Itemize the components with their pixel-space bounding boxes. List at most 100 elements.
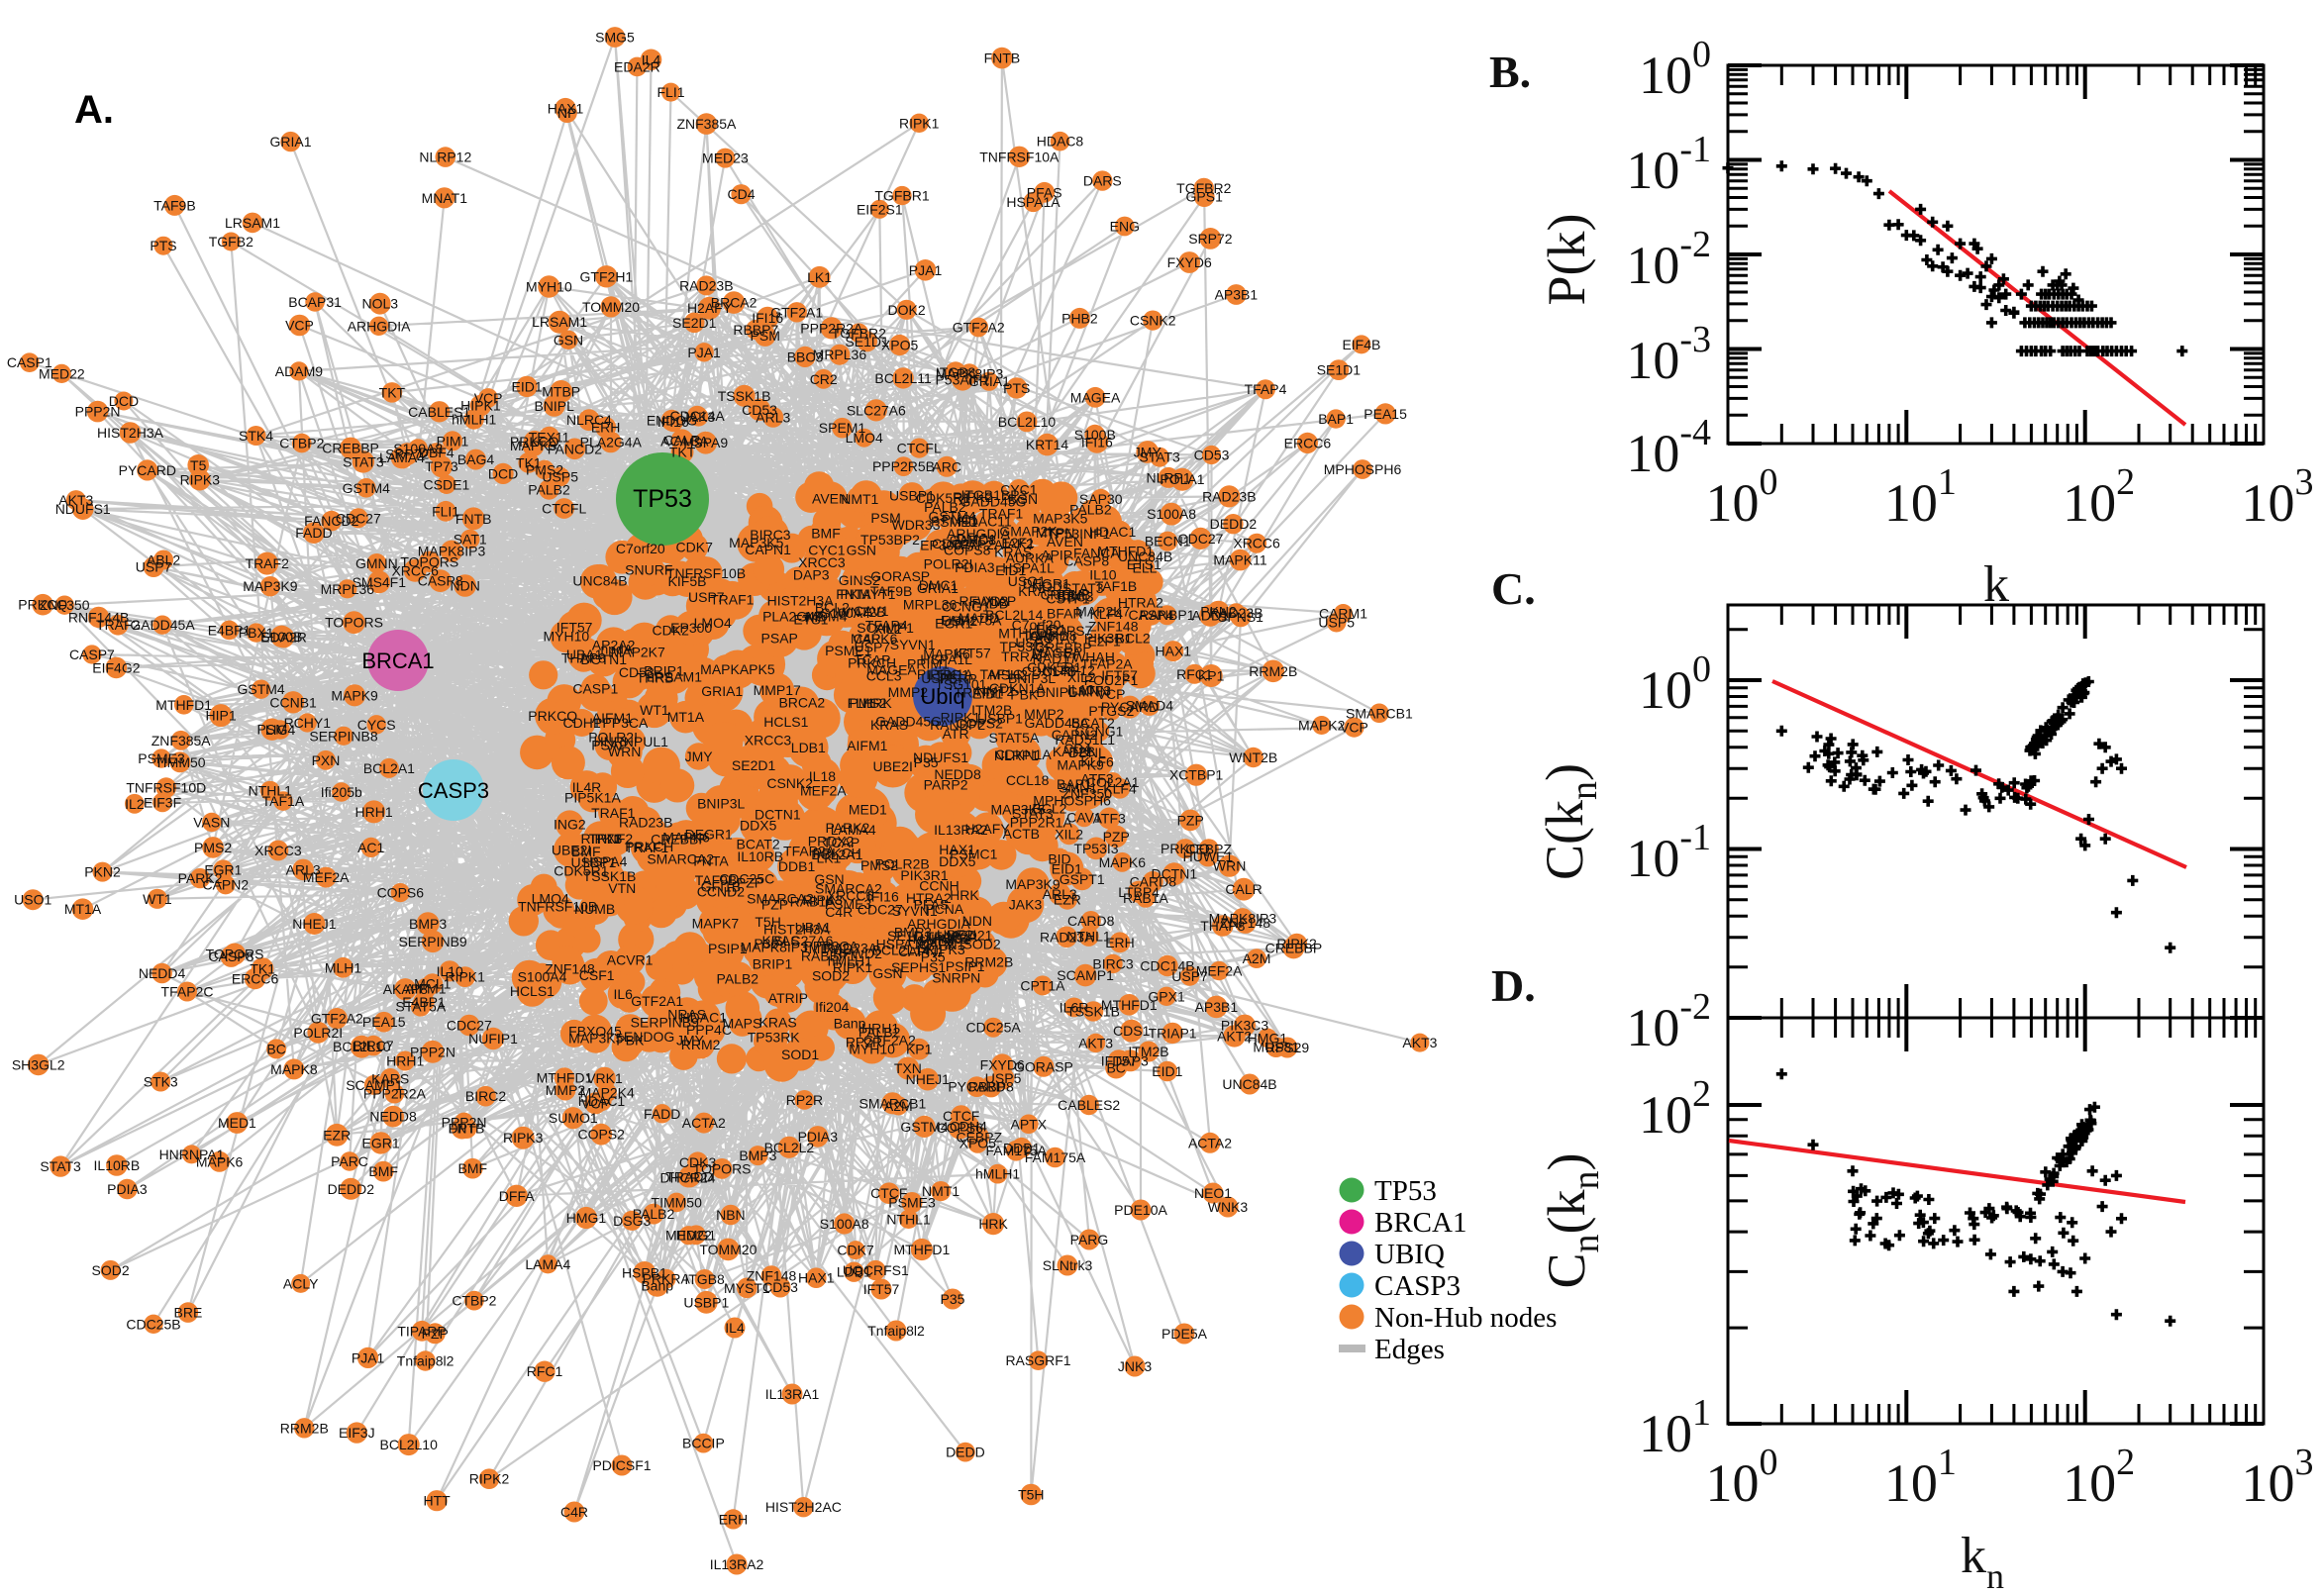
svg-text:P(k): P(k) xyxy=(1537,214,1596,306)
svg-text:SERPINB9: SERPINB9 xyxy=(398,934,466,949)
svg-text:ERCC6: ERCC6 xyxy=(232,971,279,987)
svg-text:MED21: MED21 xyxy=(947,927,993,943)
svg-text:EIF2S1: EIF2S1 xyxy=(857,201,903,217)
svg-text:SAP30: SAP30 xyxy=(1079,491,1123,507)
svg-text:A2M: A2M xyxy=(884,1098,913,1114)
svg-text:TFAP4: TFAP4 xyxy=(1245,381,1287,397)
svg-text:APTX: APTX xyxy=(1011,1116,1048,1132)
svg-text:Tnfaip8l2: Tnfaip8l2 xyxy=(397,1353,454,1369)
svg-text:HCLS1: HCLS1 xyxy=(763,714,808,730)
svg-text:HSPA1L: HSPA1L xyxy=(920,651,972,667)
svg-text:DCTN1: DCTN1 xyxy=(580,651,627,667)
svg-text:DARS: DARS xyxy=(1083,173,1122,189)
svg-text:CARD8: CARD8 xyxy=(1067,913,1115,929)
svg-text:IL4: IL4 xyxy=(642,51,661,67)
svg-text:IFI16: IFI16 xyxy=(1081,434,1113,449)
svg-text:TRAF2: TRAF2 xyxy=(246,555,290,571)
svg-text:POLA1: POLA1 xyxy=(1160,471,1204,487)
svg-text:PTS: PTS xyxy=(150,238,176,253)
svg-text:TSSK1B: TSSK1B xyxy=(1066,1003,1120,1019)
svg-text:BNIP3L: BNIP3L xyxy=(697,796,745,812)
svg-text:ZNF385A: ZNF385A xyxy=(676,116,737,132)
svg-text:hMLH1: hMLH1 xyxy=(975,1166,1020,1182)
svg-text:RAD23B: RAD23B xyxy=(1209,605,1262,621)
svg-text:ACLY: ACLY xyxy=(283,1275,319,1291)
svg-text:LDB1: LDB1 xyxy=(791,740,826,755)
svg-text:EP300: EP300 xyxy=(670,620,712,636)
svg-text:ETS1: ETS1 xyxy=(1127,556,1162,572)
svg-text:JAK3: JAK3 xyxy=(1009,896,1043,912)
svg-text:LMO4: LMO4 xyxy=(532,890,569,906)
svg-text:FADD: FADD xyxy=(295,525,332,541)
svg-text:USP7: USP7 xyxy=(1171,968,1208,984)
svg-text:KLF4: KLF4 xyxy=(1089,606,1123,622)
svg-text:TAF1B: TAF1B xyxy=(1095,578,1138,594)
svg-text:PKN2: PKN2 xyxy=(84,864,121,880)
svg-text:MYH10: MYH10 xyxy=(526,279,572,295)
svg-text:XIL2: XIL2 xyxy=(1055,826,1083,842)
svg-text:EIF3J: EIF3J xyxy=(339,1425,375,1441)
svg-text:DCTN1: DCTN1 xyxy=(1151,866,1197,882)
svg-text:PPP2R5B: PPP2R5B xyxy=(872,458,935,474)
svg-text:S100A8: S100A8 xyxy=(1147,506,1196,522)
svg-text:Non-Hub nodes: Non-Hub nodes xyxy=(1374,1302,1557,1334)
svg-text:PYCARD: PYCARD xyxy=(119,462,176,478)
svg-text:NDN: NDN xyxy=(451,578,480,594)
svg-text:ITM2B: ITM2B xyxy=(1128,1044,1168,1059)
svg-text:UBIQ: UBIQ xyxy=(1374,1239,1445,1270)
svg-text:RFC1: RFC1 xyxy=(527,1363,563,1379)
svg-text:NOL3: NOL3 xyxy=(362,296,399,312)
svg-text:XRCC3: XRCC3 xyxy=(254,843,302,858)
svg-text:AIFM1: AIFM1 xyxy=(847,738,887,753)
svg-text:VCP: VCP xyxy=(581,1095,610,1111)
svg-text:ADAM9: ADAM9 xyxy=(275,363,323,379)
svg-text:NDUFS1: NDUFS1 xyxy=(913,749,968,765)
svg-text:RP2R: RP2R xyxy=(786,1092,823,1108)
svg-text:ABL2: ABL2 xyxy=(147,552,180,568)
svg-text:MPHOSPH6: MPHOSPH6 xyxy=(1324,461,1402,477)
svg-text:UBA1: UBA1 xyxy=(795,920,832,936)
svg-text:EIF4B: EIF4B xyxy=(1342,337,1380,352)
svg-text:DEDD: DEDD xyxy=(946,1445,985,1460)
svg-text:DCD: DCD xyxy=(488,465,518,481)
svg-text:TFAP2C: TFAP2C xyxy=(161,984,214,1000)
svg-text:NTHL1: NTHL1 xyxy=(249,783,293,799)
svg-text:BCAT2: BCAT2 xyxy=(1071,715,1115,731)
svg-text:NMT1: NMT1 xyxy=(841,491,878,507)
svg-text:SLC27A6: SLC27A6 xyxy=(847,402,906,418)
svg-text:ARC: ARC xyxy=(932,458,961,474)
svg-text:ZNF385A: ZNF385A xyxy=(152,733,212,748)
svg-text:HAX1: HAX1 xyxy=(798,1270,835,1286)
svg-text:GRIA1: GRIA1 xyxy=(701,683,743,699)
svg-text:TK1: TK1 xyxy=(516,454,542,470)
svg-text:GSN: GSN xyxy=(872,965,902,981)
svg-text:BRIP1: BRIP1 xyxy=(753,956,793,972)
svg-text:TRADD: TRADD xyxy=(665,1168,713,1184)
svg-text:MED1: MED1 xyxy=(849,801,887,817)
svg-text:PZP: PZP xyxy=(737,875,763,891)
svg-text:RAD23A: RAD23A xyxy=(1040,929,1094,945)
svg-text:T5H: T5H xyxy=(1018,1487,1044,1503)
svg-text:BMP3: BMP3 xyxy=(409,916,447,932)
svg-text:CASP1: CASP1 xyxy=(7,354,52,370)
svg-text:PPP3CA: PPP3CA xyxy=(593,715,649,731)
svg-text:GRIA1: GRIA1 xyxy=(269,134,311,150)
svg-text:ITGB8: ITGB8 xyxy=(684,1271,725,1287)
svg-text:BIRC3: BIRC3 xyxy=(1092,955,1133,971)
svg-text:FNTB: FNTB xyxy=(984,50,1021,66)
svg-text:RASGRF1: RASGRF1 xyxy=(1005,1352,1070,1368)
svg-text:BCL2A1: BCL2A1 xyxy=(363,760,415,776)
svg-text:IL4: IL4 xyxy=(725,1320,745,1336)
svg-text:CDK7: CDK7 xyxy=(837,1243,874,1258)
svg-text:B.: B. xyxy=(1489,47,1531,97)
svg-text:GSTM4: GSTM4 xyxy=(237,681,284,697)
svg-text:KRAS: KRAS xyxy=(994,544,1032,559)
svg-text:IFT57: IFT57 xyxy=(1101,667,1138,683)
svg-text:IL2: IL2 xyxy=(125,796,145,812)
svg-text:H2AFY: H2AFY xyxy=(687,300,733,316)
svg-text:PRKCQ: PRKCQ xyxy=(18,597,67,613)
svg-text:KRT14: KRT14 xyxy=(1026,437,1069,452)
svg-text:PMS2: PMS2 xyxy=(860,857,898,873)
svg-text:EZR: EZR xyxy=(323,1127,351,1143)
svg-text:PALB2: PALB2 xyxy=(528,481,570,497)
